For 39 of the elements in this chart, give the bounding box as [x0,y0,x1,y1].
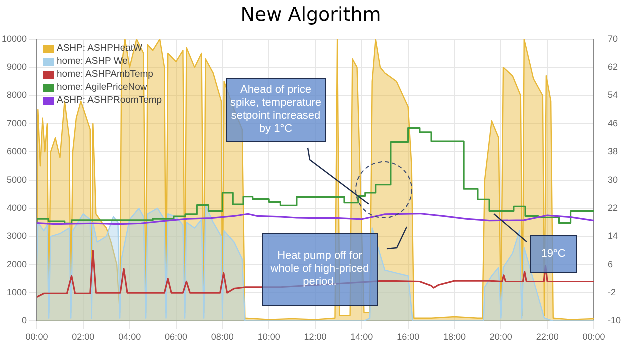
x-tick-label: 02:00 [72,332,95,342]
callout-box: 19°C [530,235,577,273]
x-tick-label: 10:00 [258,332,280,342]
y2-tick-label: -10 [608,316,622,326]
y-tick-label: 4000 [6,202,27,213]
y2-tick-label: 46 [608,118,618,128]
callout-box: Ahead of price spike, temperature setpoint increased by 1°C [226,78,326,142]
y-tick-label: 9000 [6,62,27,72]
x-tick-label: 00:00 [26,332,48,342]
y-tick-label: 10000 [2,34,27,44]
y2-tick-label: 38 [608,146,618,157]
y-tick-label: 7000 [6,118,27,128]
x-tick-label: 18:00 [443,332,466,342]
y-tick-label: 5000 [6,174,27,185]
x-tick-label: 14:00 [350,332,374,342]
chart-title: New Algorithm [240,4,382,26]
callout-box: Heat pump off for whole of high-priced period. [262,233,378,306]
y-tick-label: 8000 [6,90,27,100]
y-tick-label: 6000 [6,146,27,157]
x-tick-label: 00:00 [582,332,606,342]
y2-tick-label: 6 [608,259,614,270]
y-tick-label: 0 [22,316,27,326]
x-tick-label: 22:00 [536,332,559,342]
y2-tick-label: 14 [608,231,618,242]
y2-tick-label: 62 [608,62,618,72]
x-tick-label: 06:00 [164,332,188,342]
y-tick-label: 2000 [6,259,27,270]
y2-tick-label: 30 [608,174,618,185]
x-tick-label: 08:00 [211,332,234,342]
y-tick-label: 3000 [6,231,27,242]
x-tick-label: 12:00 [304,332,327,342]
y2-tick-label: 54 [608,90,618,100]
x-tick-label: 16:00 [397,332,420,342]
y2-tick-label: 22 [608,202,618,213]
y2-tick-label: -2 [608,288,616,298]
y-tick-label: 1000 [6,288,27,298]
x-tick-label: 20:00 [490,332,512,342]
y2-tick-label: 70 [608,34,618,44]
x-tick-label: 04:00 [118,332,142,342]
